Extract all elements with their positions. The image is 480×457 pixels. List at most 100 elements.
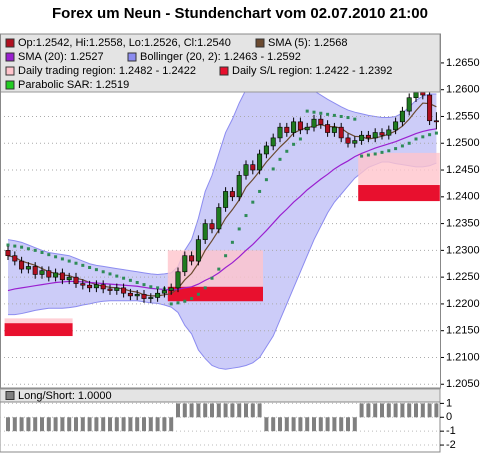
candle-body <box>420 92 426 96</box>
signal-bar <box>60 417 65 432</box>
legend-swatch <box>127 52 137 62</box>
legend-swatch <box>5 80 15 90</box>
sar-dot <box>13 244 17 248</box>
candle-body <box>263 145 269 155</box>
legend-swatch <box>5 66 15 76</box>
candle-body <box>100 284 106 290</box>
sar-dot <box>434 131 438 135</box>
y-tick-label: 1.2500 <box>446 137 480 149</box>
candle-body <box>114 287 120 291</box>
legend-label: Long/Short: 1.0000 <box>18 390 112 402</box>
y-tick-label: 1.2100 <box>446 351 480 363</box>
sar-dot <box>258 189 262 193</box>
candle-body <box>229 191 235 198</box>
y-tick-label: 1.2400 <box>446 191 480 203</box>
sar-dot <box>108 272 112 276</box>
signal-bar <box>414 403 418 418</box>
signal-bar <box>19 417 24 432</box>
signal-bar <box>284 417 289 432</box>
y-tick-label: 1.2550 <box>446 110 480 122</box>
y-tick-label: 1.2050 <box>446 378 480 390</box>
signal-bar <box>176 403 180 418</box>
sar-dot <box>285 149 289 153</box>
signal-bar <box>33 417 38 432</box>
signal-bar <box>230 403 235 418</box>
legend-swatch <box>5 391 15 400</box>
signal-bar <box>359 403 364 418</box>
candle-body <box>318 118 324 125</box>
sar-dot <box>332 113 336 117</box>
signal-bar <box>128 417 133 432</box>
signal-bar <box>223 403 228 418</box>
candle-body <box>25 266 31 270</box>
signal-bar <box>407 403 412 418</box>
sar-dot <box>94 268 98 272</box>
signal-bar <box>67 417 72 432</box>
sar-dot <box>115 274 119 278</box>
candle-body <box>216 207 222 230</box>
sar-dot <box>60 257 64 261</box>
candle-body <box>134 293 140 297</box>
signal-bar <box>182 403 187 418</box>
signal-bar <box>148 417 153 432</box>
candle-body <box>195 239 201 262</box>
sar-dot <box>319 111 323 115</box>
sar-dot <box>421 135 425 139</box>
y-tick-label: -2 <box>446 439 456 451</box>
legend-label: Daily trading region: 1.2482 - 1.2422 <box>18 65 196 77</box>
sar-dot <box>237 227 241 231</box>
candle-body <box>87 284 93 289</box>
trading-region <box>358 152 440 186</box>
sar-dot <box>224 254 228 258</box>
sar-dot <box>26 247 30 251</box>
sar-dot <box>414 137 418 141</box>
sar-dot <box>203 286 207 290</box>
signal-bar <box>380 403 384 418</box>
candle-body <box>297 121 303 131</box>
y-tick-label: -1 <box>446 425 456 437</box>
legend-label: SMA (20): 1.2527 <box>18 51 104 63</box>
signal-bar <box>264 417 269 432</box>
signal-bar <box>216 403 221 418</box>
y-tick-label: 1.2200 <box>446 298 480 310</box>
candle-body <box>148 297 154 299</box>
legend-swatch <box>5 38 15 48</box>
candle-body <box>161 290 167 294</box>
signal-bar <box>114 417 119 432</box>
bollinger-band <box>8 72 437 370</box>
signal-bar <box>40 417 44 432</box>
candle-body <box>59 272 65 281</box>
sar-dot <box>428 133 432 137</box>
candle-body <box>365 134 371 139</box>
legend-label: Parabolic SAR: 1.2519 <box>18 79 129 91</box>
sar-dot <box>210 276 214 280</box>
candle-body <box>39 270 45 275</box>
sar-dot <box>400 144 404 148</box>
signal-bar <box>210 403 214 418</box>
legend-label: Bollinger (20, 2): 1.2463 - 1.2592 <box>140 51 301 63</box>
candle-body <box>427 94 433 122</box>
candle-body <box>399 110 405 123</box>
signal-bar <box>346 417 350 432</box>
sar-dot <box>360 154 364 158</box>
sar-dot <box>33 248 37 252</box>
signal-bar <box>12 417 17 432</box>
y-tick-label: 1.2600 <box>446 84 480 96</box>
candle-body <box>413 92 419 99</box>
sar-dot <box>305 109 309 113</box>
signal-bar <box>400 403 405 418</box>
signal-bar <box>339 417 344 432</box>
candle-body <box>202 223 208 240</box>
signal-bar <box>121 417 126 432</box>
signal-bar <box>373 403 378 418</box>
legend-swatch <box>5 52 15 62</box>
candle-body <box>372 132 378 139</box>
sar-dot <box>271 167 275 171</box>
signal-bar <box>291 417 296 432</box>
sar-dot <box>40 251 44 255</box>
candle-body <box>325 124 331 133</box>
candle-body <box>73 276 79 284</box>
candle-body <box>12 255 18 262</box>
candle-body <box>209 223 215 230</box>
